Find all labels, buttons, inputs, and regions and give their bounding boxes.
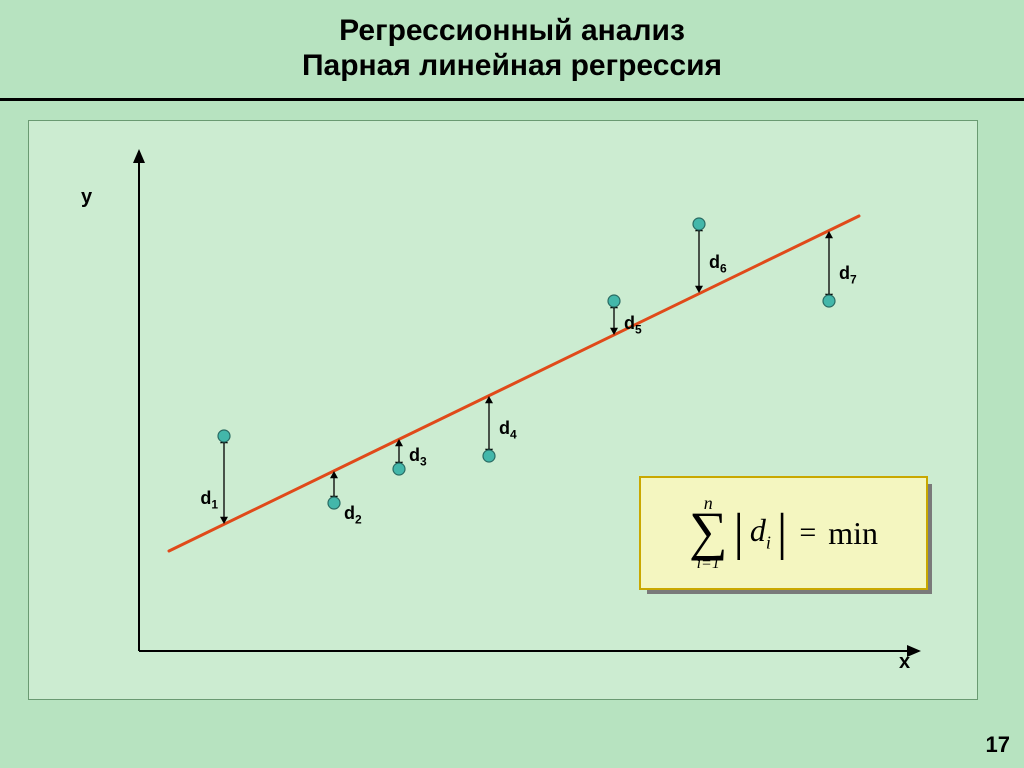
slide: Регрессионный анализ Парная линейная рег… [0, 0, 1024, 768]
chart-frame: y x d1 d2 d3 d4 d5 d6 d7 n ∑ i=1 | di | = min [28, 120, 978, 700]
title-line-2: Парная линейная регрессия [0, 49, 1024, 84]
equation-relation: = [799, 516, 816, 550]
sigma: n ∑ i=1 [689, 494, 728, 571]
equation-term-sub: i [766, 533, 771, 553]
residual-label-d4: d4 [499, 418, 517, 442]
title-rule [0, 98, 1024, 101]
residual-label-d7: d7 [839, 263, 857, 287]
residual-label-d3: d3 [409, 445, 427, 469]
chart-svg [29, 121, 977, 699]
residual-label-d2: d2 [344, 503, 362, 527]
equation: n ∑ i=1 | di | = min [689, 494, 878, 571]
equation-rhs: min [828, 515, 878, 552]
y-axis-label: y [81, 186, 92, 209]
equation-box: n ∑ i=1 | di | = min [639, 476, 928, 590]
title-block: Регрессионный анализ Парная линейная рег… [0, 0, 1024, 83]
equation-term: di [750, 512, 771, 553]
abs-bar-right: | [777, 515, 787, 551]
residual-label-d1: d1 [200, 488, 218, 512]
equation-term-var: d [750, 512, 766, 548]
title-line-1: Регрессионный анализ [0, 14, 1024, 49]
sigma-symbol: ∑ [689, 510, 728, 553]
page-number: 17 [986, 732, 1010, 758]
residual-label-d6: d6 [709, 252, 727, 276]
residual-label-d5: d5 [624, 313, 642, 337]
x-axis-label: x [899, 651, 910, 674]
sigma-lower: i=1 [697, 556, 720, 572]
abs-bar-left: | [733, 515, 743, 551]
